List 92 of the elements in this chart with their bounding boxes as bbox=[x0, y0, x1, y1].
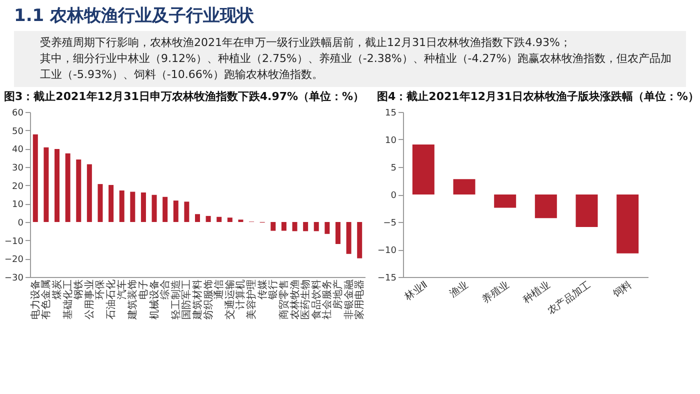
bar bbox=[108, 184, 114, 222]
x-tick-label: 家用电器 bbox=[354, 280, 366, 320]
x-tick-label: 石油石化 bbox=[105, 280, 118, 320]
bar bbox=[206, 216, 211, 222]
x-tick-label: 美容护理 bbox=[246, 280, 258, 320]
chart-title: 图3：截止2021年12月31日申万农林牧渔指数下跌4.97%（单位：%） bbox=[4, 90, 364, 103]
bar bbox=[130, 192, 136, 222]
x-tick-label: 综合 bbox=[159, 280, 172, 300]
x-tick-label: 钢铁 bbox=[72, 280, 85, 300]
chart-title: 图4：截止2021年12月31日农林牧渔子版块涨跌幅（单位：%） bbox=[377, 90, 699, 103]
bar bbox=[140, 192, 146, 222]
x-tick-label: 计算机 bbox=[234, 280, 247, 310]
x-tick-label: 建筑材料 bbox=[192, 280, 204, 320]
bar bbox=[412, 144, 434, 194]
x-tick-label: 轻工制造 bbox=[170, 280, 182, 320]
bar bbox=[346, 222, 352, 254]
bar bbox=[494, 194, 516, 208]
bar bbox=[173, 200, 178, 222]
x-tick-label: 基础化工 bbox=[62, 280, 74, 320]
y-tick-label: 0 bbox=[390, 191, 397, 201]
y-tick-label: 5 bbox=[390, 164, 396, 174]
bar bbox=[65, 153, 70, 222]
x-tick-label: 传媒 bbox=[257, 280, 268, 300]
y-tick-label: 40 bbox=[12, 145, 24, 156]
bar bbox=[195, 214, 200, 222]
x-tick-label: 林业Ⅱ bbox=[402, 278, 430, 304]
bar bbox=[576, 194, 598, 227]
y-tick-label: −15 bbox=[378, 274, 396, 284]
x-tick-label: 渔业 bbox=[447, 278, 471, 300]
y-tick-label: 30 bbox=[12, 164, 24, 174]
bar bbox=[335, 222, 340, 244]
bar bbox=[32, 134, 38, 222]
text: 受养殖周期下行影响，农林牧渔2021年在申万一级行业跌幅居前，截止12月31日农林牧渔指数下跌4.93%； bbox=[40, 35, 572, 51]
x-tick-label: 养殖业 bbox=[480, 278, 512, 306]
x-tick-label: 商贸零售 bbox=[278, 280, 290, 320]
bar bbox=[616, 194, 639, 254]
bar bbox=[54, 149, 60, 222]
x-tick-label: 房地产 bbox=[332, 280, 344, 310]
bar bbox=[86, 164, 92, 222]
y-tick-label: −5 bbox=[383, 218, 396, 228]
bar bbox=[162, 196, 168, 222]
x-tick-label: 非银金融 bbox=[342, 280, 355, 320]
y-tick-label: −10 bbox=[378, 246, 397, 256]
y-tick-label: 50 bbox=[12, 126, 24, 137]
bar bbox=[76, 159, 82, 222]
bar bbox=[270, 222, 276, 231]
bar bbox=[281, 222, 286, 231]
y-tick-label: −30 bbox=[4, 274, 24, 284]
bar bbox=[98, 184, 103, 222]
x-tick-label: 汽车 bbox=[116, 280, 128, 300]
x-tick-label: 纺织服饰 bbox=[202, 280, 214, 320]
x-tick-label: 建筑装饰 bbox=[126, 280, 139, 320]
y-tick-label: 20 bbox=[12, 182, 24, 192]
x-tick-label: 有色金属 bbox=[40, 280, 52, 320]
x-tick-label: 电力设备 bbox=[29, 280, 42, 320]
x-tick-label: 银行 bbox=[268, 280, 280, 300]
bar bbox=[152, 194, 157, 222]
y-tick-label: 10 bbox=[385, 136, 397, 146]
x-tick-label: 公用事业 bbox=[83, 280, 96, 320]
y-tick-label: 60 bbox=[12, 108, 24, 118]
bar bbox=[184, 202, 190, 222]
y-tick-label: −10 bbox=[4, 236, 24, 247]
bar bbox=[44, 147, 49, 222]
bar bbox=[227, 218, 232, 222]
text: 1.1 农林牧渔行业及子行业现状 bbox=[14, 5, 256, 27]
text: 其中，细分行业中林业（9.12%）、种植业（2.75%）、养殖业（-2.38%）、种植业（-4.27%）跑赢农林牧渔指数，但农产品加工业（-5.93%）、饲料（-10.66%）跑输农林牧渔指数。 bbox=[40, 51, 673, 83]
bar bbox=[303, 222, 308, 232]
y-tick-label: 0 bbox=[18, 218, 24, 228]
bar bbox=[119, 190, 124, 222]
y-tick-label: 15 bbox=[385, 108, 396, 118]
x-tick-label: 环保 bbox=[95, 280, 106, 300]
bar bbox=[216, 216, 222, 222]
bar bbox=[453, 179, 476, 194]
y-tick-label: −20 bbox=[4, 255, 24, 266]
bar bbox=[534, 194, 557, 218]
x-tick-label: 煤炭 bbox=[51, 280, 64, 300]
x-tick-label: 饲料 bbox=[610, 278, 634, 301]
x-tick-label: 社会服务 bbox=[321, 280, 334, 320]
x-tick-label: 食品饮料 bbox=[310, 280, 322, 320]
x-tick-label: 通信 bbox=[213, 280, 226, 300]
x-tick-label: 国防军工 bbox=[180, 280, 193, 320]
bar bbox=[357, 222, 362, 258]
x-tick-label: 种植业 bbox=[520, 278, 552, 306]
bar bbox=[292, 222, 298, 232]
x-tick-label: 电子 bbox=[137, 280, 150, 300]
x-tick-label: 机械设备 bbox=[148, 280, 160, 320]
bar bbox=[314, 222, 319, 232]
y-tick-label: 10 bbox=[12, 200, 24, 210]
x-tick-label: 农林牧渔 bbox=[288, 280, 301, 320]
x-tick-label: 医药生物 bbox=[300, 280, 312, 320]
bar bbox=[324, 222, 330, 234]
x-tick-label: 交通运输 bbox=[224, 280, 236, 320]
